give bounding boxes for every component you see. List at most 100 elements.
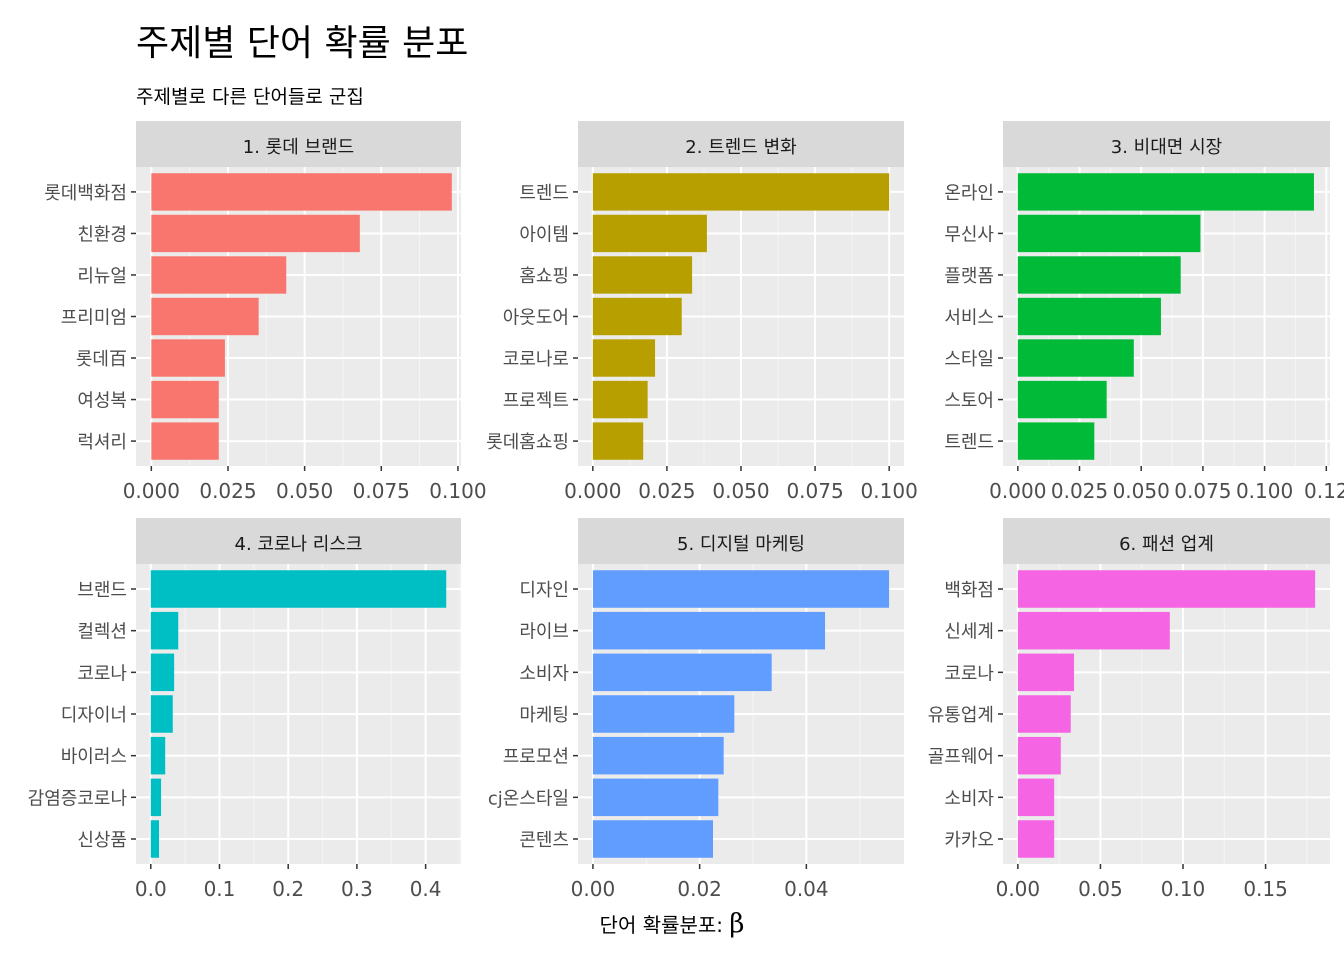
y-tick-label: 리뉴얼 (77, 266, 127, 287)
x-tick-label: 0.02 (677, 877, 722, 901)
y-tick-label: 프리미엄 (61, 308, 127, 329)
y-tick-label: 롯데백화점 (44, 183, 127, 204)
x-axis-label: 단어 확률분포: β (0, 909, 1344, 939)
facet-strip (1003, 518, 1330, 564)
y-tick-label: 디자이너 (61, 705, 127, 726)
y-tick-label: 브랜드 (77, 580, 127, 601)
bar (1017, 570, 1316, 608)
y-tick-label: 아웃도어 (503, 308, 569, 329)
y-tick-label: 프로젝트 (503, 391, 569, 412)
facet-strip (136, 121, 461, 167)
chart-subtitle: 주제별로 다른 단어들로 군집 (136, 86, 364, 108)
x-tick-label: 0.025 (1051, 479, 1108, 503)
y-tick-label: 디자인 (519, 580, 569, 601)
x-tick-label: 0.12 (1304, 479, 1344, 503)
x-tick-label: 0.025 (638, 479, 695, 503)
bar (592, 778, 719, 817)
x-tick-label: 0.10 (1161, 877, 1206, 901)
bar (1017, 736, 1061, 775)
bar (1017, 778, 1055, 817)
y-tick-label: 골프웨어 (928, 747, 994, 768)
bar (151, 173, 452, 211)
y-tick-label: 롯데百 (76, 349, 127, 370)
y-tick-label: 서비스 (944, 308, 994, 329)
x-tick-label: 0.050 (276, 479, 333, 503)
x-tick-label: 0.00 (996, 877, 1041, 901)
facet-strip-label: 1. 롯데 브랜드 (243, 137, 354, 158)
y-tick-label: 아이템 (519, 224, 569, 245)
x-tick-label: 0.15 (1243, 877, 1288, 901)
bar (1017, 297, 1161, 336)
bar (592, 611, 826, 650)
bar (592, 214, 707, 253)
bar (1017, 422, 1095, 460)
facet-panel: 6. 패션 업계 0.00 0.05 0.10 0.15 백화점신세계코로나유통업계골프웨… (928, 518, 1330, 901)
x-tick-label: 0.075 (353, 479, 410, 503)
facet-strip-label: 3. 비대면 시장 (1111, 137, 1222, 158)
bar (1017, 173, 1314, 211)
y-tick-label: 프로모션 (503, 747, 569, 768)
x-tick-label: 0.000 (123, 479, 180, 503)
y-tick-label: 스토어 (944, 391, 994, 412)
x-tick-label: 0.05 (1078, 877, 1123, 901)
facet-strip (136, 518, 461, 564)
bar (592, 736, 724, 775)
y-tick-label: 온라인 (944, 183, 994, 204)
x-tick-label: 0.100 (861, 479, 918, 503)
x-tick-label: 0.025 (199, 479, 256, 503)
bar (592, 256, 693, 294)
bar (592, 339, 656, 377)
bar (150, 570, 447, 608)
bar (151, 422, 219, 460)
bar (592, 422, 644, 460)
x-tick-label: 0.00 (571, 877, 616, 901)
y-tick-label: 감염증코로나 (28, 788, 127, 809)
facet-strip-label: 4. 코로나 리스크 (235, 534, 363, 555)
x-tick-label: 0.000 (564, 479, 621, 503)
y-tick-label: 트렌드 (519, 183, 569, 204)
y-tick-label: 신세계 (944, 622, 994, 643)
y-tick-label: 유통업계 (928, 705, 994, 726)
y-tick-label: 카카오 (944, 830, 994, 851)
y-tick-label: 코로나 (944, 663, 994, 684)
y-tick-label: 무신사 (944, 224, 994, 245)
bar (1017, 214, 1201, 253)
y-tick-label: 롯데홈쇼핑 (486, 432, 569, 453)
x-tick-label: 0.3 (341, 877, 373, 901)
y-tick-label: 라이브 (519, 622, 569, 643)
bar (150, 695, 173, 733)
x-tick-label: 0.100 (1236, 479, 1293, 503)
bar (592, 695, 735, 733)
bar (151, 256, 287, 294)
x-tick-label: 0.075 (786, 479, 843, 503)
y-tick-label: 바이러스 (61, 747, 127, 768)
y-tick-label: 코로나로 (503, 349, 569, 370)
bar (150, 653, 175, 692)
y-tick-label: 코로나 (77, 663, 127, 684)
x-tick-label: 0.050 (1113, 479, 1170, 503)
bar (1017, 256, 1181, 294)
x-tick-label: 0.1 (204, 877, 236, 901)
x-tick-label: 0.4 (410, 877, 442, 901)
y-tick-label: 컬렉션 (77, 622, 127, 643)
facet-strip (578, 518, 904, 564)
y-tick-label: 트렌드 (944, 432, 994, 453)
x-tick-label: 0.2 (272, 877, 304, 901)
y-tick-label: 신상품 (77, 830, 127, 851)
bar (592, 820, 713, 858)
bar (592, 380, 648, 419)
beta-symbol: β (729, 909, 745, 939)
y-tick-label: 마케팅 (519, 705, 569, 726)
bar (151, 214, 360, 253)
bar (1017, 611, 1170, 650)
bar (151, 339, 225, 377)
bar (1017, 820, 1055, 858)
y-tick-label: 콘텐츠 (519, 830, 569, 851)
y-tick-label: 백화점 (944, 580, 994, 601)
bar (592, 173, 890, 211)
y-tick-label: 스타일 (944, 349, 994, 370)
y-tick-label: cj온스타일 (488, 788, 569, 809)
facet-panel: 4. 코로나 리스크 0.0 0.1 0.2 0.3 0.4 브랜드컬렉션코로나디자이너바이… (28, 518, 461, 901)
